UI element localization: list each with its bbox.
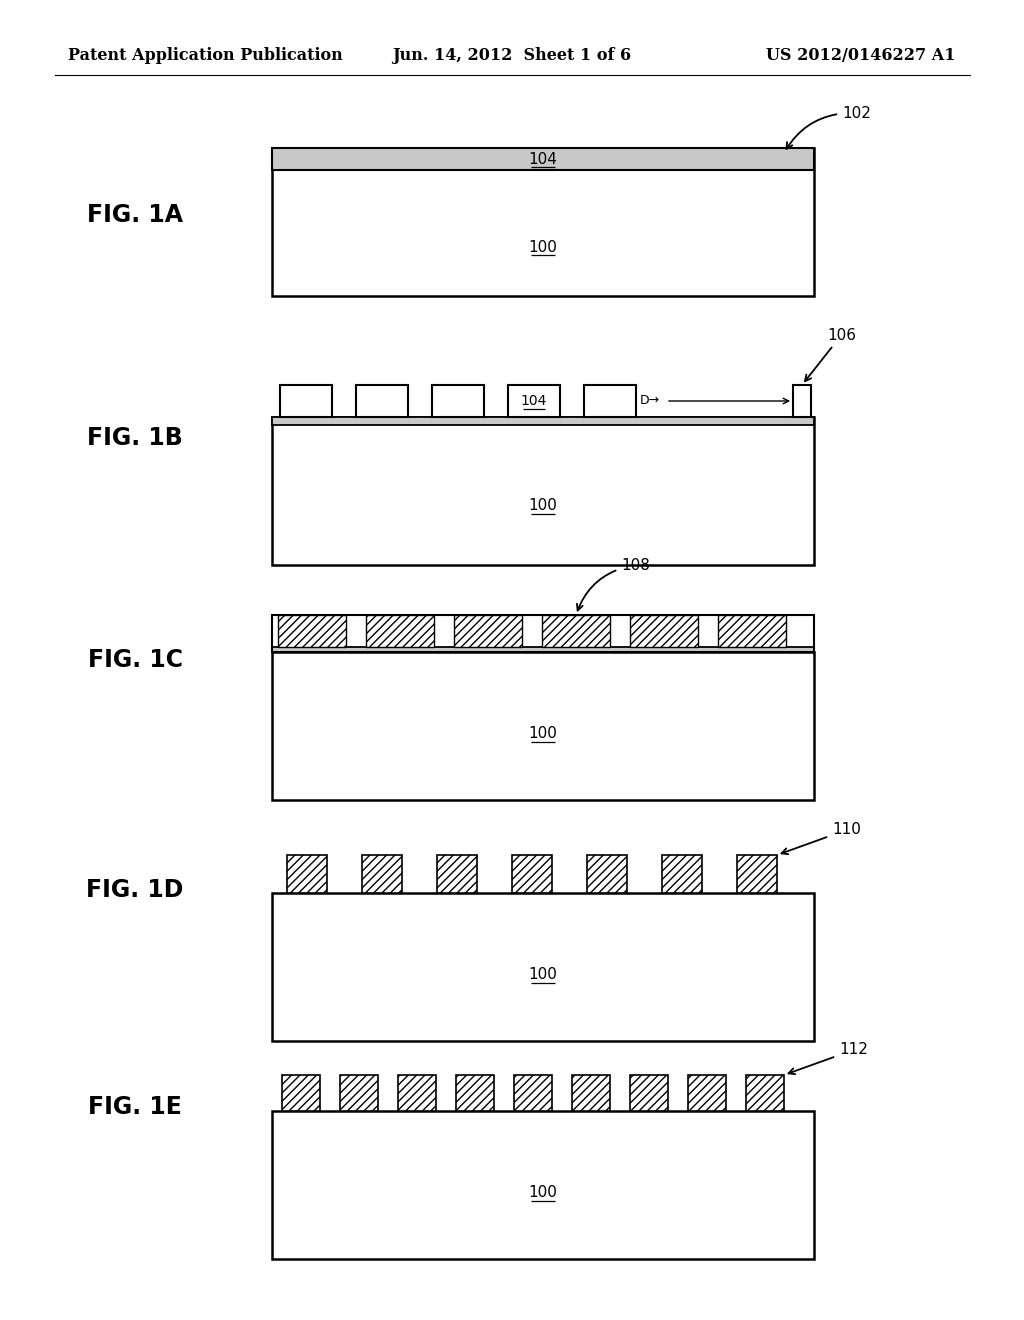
Bar xyxy=(662,855,702,894)
Bar xyxy=(793,385,811,417)
Bar xyxy=(287,855,327,894)
Bar xyxy=(456,1074,494,1111)
Bar xyxy=(340,1074,378,1111)
Bar xyxy=(437,855,477,894)
Text: FIG. 1A: FIG. 1A xyxy=(87,203,183,227)
Bar xyxy=(512,855,552,894)
Bar xyxy=(278,615,346,647)
Bar xyxy=(272,417,814,565)
Bar xyxy=(630,615,698,647)
Text: D→: D→ xyxy=(640,395,660,408)
Text: 112: 112 xyxy=(788,1043,868,1074)
Text: 110: 110 xyxy=(781,822,861,854)
Text: Jun. 14, 2012  Sheet 1 of 6: Jun. 14, 2012 Sheet 1 of 6 xyxy=(392,46,632,63)
Bar xyxy=(432,385,484,417)
Bar xyxy=(514,1074,552,1111)
Bar xyxy=(272,615,814,652)
Text: 104: 104 xyxy=(521,393,547,408)
Text: FIG. 1E: FIG. 1E xyxy=(88,1096,182,1119)
Bar xyxy=(272,148,814,296)
Text: 100: 100 xyxy=(528,1185,557,1200)
Text: 104: 104 xyxy=(528,152,557,166)
Bar xyxy=(366,615,434,647)
Text: FIG. 1C: FIG. 1C xyxy=(87,648,182,672)
Text: 106: 106 xyxy=(805,327,856,381)
Bar xyxy=(572,1074,610,1111)
Bar xyxy=(454,615,522,647)
Bar xyxy=(272,417,814,425)
Text: 100: 100 xyxy=(528,240,557,255)
Bar xyxy=(746,1074,784,1111)
Text: FIG. 1B: FIG. 1B xyxy=(87,426,183,450)
Bar xyxy=(272,647,814,652)
Bar xyxy=(362,855,402,894)
Bar xyxy=(356,385,408,417)
Bar xyxy=(584,385,636,417)
Bar xyxy=(282,1074,319,1111)
Text: 100: 100 xyxy=(528,498,557,513)
Bar xyxy=(630,1074,668,1111)
Bar xyxy=(688,1074,726,1111)
Bar xyxy=(272,652,814,800)
Text: US 2012/0146227 A1: US 2012/0146227 A1 xyxy=(767,46,956,63)
Text: 102: 102 xyxy=(786,106,870,149)
Bar xyxy=(508,385,560,417)
Text: 100: 100 xyxy=(528,726,557,741)
Bar xyxy=(718,615,786,647)
Text: Patent Application Publication: Patent Application Publication xyxy=(68,46,343,63)
Bar xyxy=(272,1111,814,1259)
Bar xyxy=(272,148,814,170)
Bar xyxy=(272,894,814,1041)
Bar xyxy=(398,1074,436,1111)
Bar xyxy=(542,615,610,647)
Text: 108: 108 xyxy=(577,557,650,610)
Bar xyxy=(737,855,777,894)
Text: 100: 100 xyxy=(528,966,557,982)
Bar xyxy=(587,855,627,894)
Text: FIG. 1D: FIG. 1D xyxy=(86,878,183,902)
Bar xyxy=(280,385,332,417)
